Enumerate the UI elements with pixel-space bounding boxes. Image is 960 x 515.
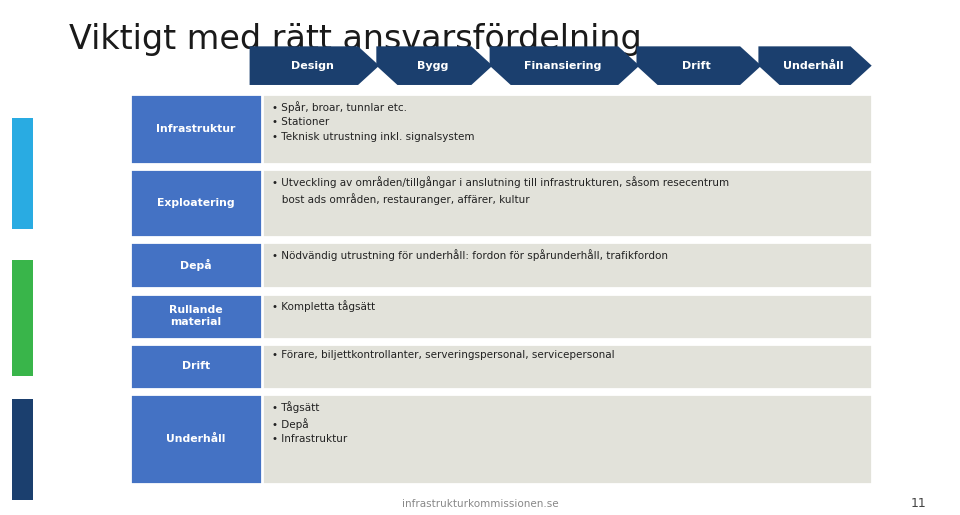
Text: Exploatering: Exploatering <box>157 198 234 208</box>
Text: • Förare, biljettkontrollanter, serveringspersonal, servicepersonal: • Förare, biljettkontrollanter, serverin… <box>272 350 614 360</box>
Bar <box>130 94 262 164</box>
Text: Underhåll: Underhåll <box>782 61 843 71</box>
Polygon shape <box>490 46 639 85</box>
Bar <box>12 260 33 376</box>
Text: Underhåll: Underhåll <box>166 434 226 444</box>
Bar <box>130 344 262 389</box>
Text: • Kompletta tågsätt: • Kompletta tågsätt <box>272 300 374 312</box>
Text: Design: Design <box>291 61 334 71</box>
Text: 11: 11 <box>911 497 926 510</box>
Bar <box>130 344 872 389</box>
Polygon shape <box>636 46 761 85</box>
Bar <box>12 118 33 229</box>
Bar <box>130 169 262 237</box>
Bar <box>130 242 872 288</box>
Text: • Nödvändig utrustning för underhåll: fordon för spårunderhåll, trafikfordon: • Nödvändig utrustning för underhåll: fo… <box>272 249 668 261</box>
Text: Depå: Depå <box>180 259 211 271</box>
Bar <box>130 94 872 164</box>
Text: Drift: Drift <box>181 361 210 371</box>
Bar <box>130 242 262 288</box>
Text: Viktigt med rätt ansvarsfördelning: Viktigt med rätt ansvarsfördelning <box>69 23 642 56</box>
Bar <box>130 294 872 339</box>
Text: Rullande
material: Rullande material <box>169 305 223 328</box>
Text: Infrastruktur: Infrastruktur <box>156 124 235 134</box>
Polygon shape <box>250 46 379 85</box>
Bar <box>130 169 872 237</box>
Polygon shape <box>758 46 872 85</box>
Text: infrastrukturkommissionen.se: infrastrukturkommissionen.se <box>401 499 559 509</box>
Text: • Tågsätt
• Depå
• Infrastruktur: • Tågsätt • Depå • Infrastruktur <box>272 401 347 444</box>
Polygon shape <box>376 46 492 85</box>
Bar <box>130 394 262 484</box>
Text: • Spår, broar, tunnlar etc.
• Stationer
• Teknisk utrustning inkl. signalsystem: • Spår, broar, tunnlar etc. • Stationer … <box>272 101 474 142</box>
Text: Finansiering: Finansiering <box>524 61 601 71</box>
Text: Bygg: Bygg <box>417 61 448 71</box>
Text: Drift: Drift <box>683 61 711 71</box>
Bar <box>12 399 33 500</box>
Bar <box>130 294 262 339</box>
Bar <box>130 394 872 484</box>
Text: • Utveckling av områden/tillgångar i anslutning till infrastrukturen, såsom rese: • Utveckling av områden/tillgångar i ans… <box>272 176 729 205</box>
